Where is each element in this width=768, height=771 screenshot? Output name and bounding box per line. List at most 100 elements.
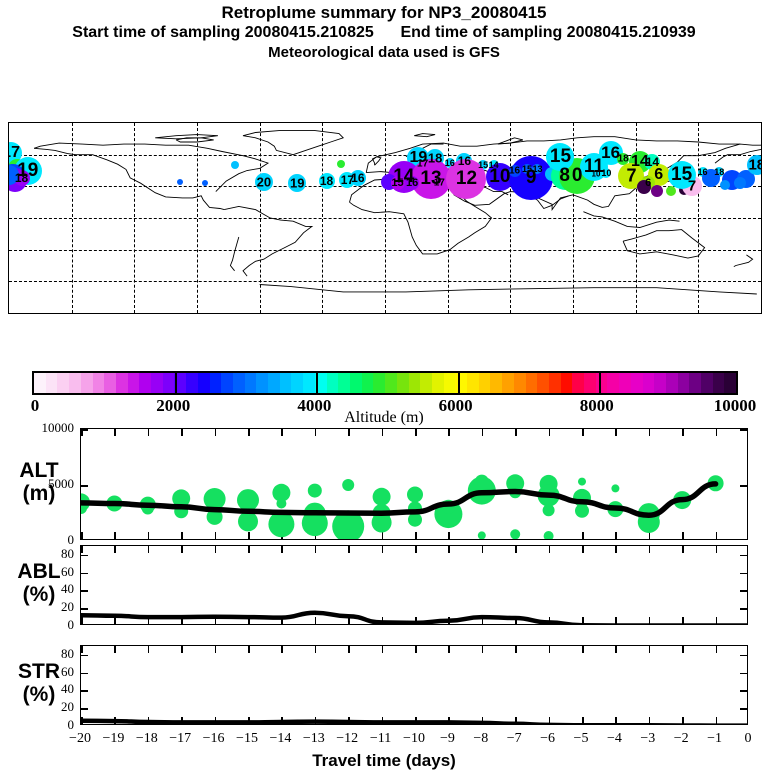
colorbar-segment: [443, 373, 456, 393]
plume-marker-label: 12: [455, 167, 478, 189]
colorbar-segment: [490, 373, 503, 393]
x-tick: [515, 617, 517, 624]
x-tick: [715, 646, 718, 653]
plume-marker: [591, 169, 600, 178]
colorbar-segment: [654, 373, 666, 393]
altitude-scatter-point: [276, 498, 287, 509]
x-tick: [648, 429, 651, 436]
x-tick: [214, 646, 217, 653]
y-tick-label: 0: [67, 617, 75, 632]
x-tick: [682, 546, 684, 553]
x-tick-label: −13: [302, 731, 325, 746]
x-tick: [181, 546, 183, 553]
x-tick: [715, 617, 718, 624]
coastline-path: [33, 142, 270, 192]
altitude-scatter-point: [332, 510, 365, 539]
colorbar-segment: [724, 373, 737, 393]
plume-marker: [720, 180, 731, 191]
x-tick: [582, 617, 584, 624]
x-tick: [248, 646, 250, 653]
graticule-meridian: [573, 123, 574, 313]
colorbar-segment: [607, 373, 620, 393]
altitude-scatter-point: [408, 512, 422, 527]
plume-marker-label: 17: [9, 143, 20, 161]
x-tick: [615, 429, 617, 436]
x-tick: [582, 646, 584, 653]
colorbar-segment: [537, 373, 549, 393]
plume-marker-label: 15: [671, 163, 693, 185]
coastline-path: [259, 284, 757, 295]
x-tick: [615, 717, 617, 724]
plume-marker-label: 6: [645, 177, 652, 190]
x-tick: [481, 546, 484, 553]
x-tick: [114, 429, 116, 436]
x-tick: [81, 646, 83, 653]
altitude-scatter-point: [237, 489, 259, 512]
x-tick: [481, 646, 484, 653]
y-tick: [740, 554, 747, 557]
map-canvas: 1719182019181716191817161615141413121091…: [9, 123, 761, 313]
plume-marker: [433, 177, 446, 190]
panel-alt[interactable]: [80, 428, 748, 540]
colorbar-segment: [92, 373, 105, 393]
plume-marker-label: 9: [525, 166, 537, 188]
plume-marker-label: 16: [444, 158, 455, 169]
sampling-time-line: Start time of sampling 20080415.210825 E…: [72, 24, 696, 41]
plume-marker-label: 10: [601, 167, 612, 178]
panel-label-primary: STR: [18, 660, 60, 683]
panel-label-units: (%): [22, 683, 56, 706]
plume-marker-label: 17: [433, 177, 445, 189]
x-tick: [748, 532, 749, 539]
graticule-meridian: [197, 123, 198, 313]
world-map-panel[interactable]: 1719182019181716191817161615141413121091…: [8, 122, 762, 314]
x-tick: [582, 546, 584, 553]
colorbar-segment: [139, 373, 152, 393]
colorbar-segment: [197, 373, 210, 393]
y-tick: [740, 690, 747, 692]
panel-label-primary: ABL: [17, 560, 61, 583]
x-tick-label: −2: [673, 731, 689, 746]
panel-label-alt: ALT (m): [2, 459, 76, 505]
x-tick-label: −19: [102, 731, 125, 746]
colorbar-segment: [45, 373, 58, 393]
altitude-scatter-point: [301, 510, 328, 537]
colorbar-segment: [314, 373, 327, 393]
plume-marker: [667, 160, 696, 189]
x-tick-label: −20: [69, 731, 91, 746]
y-tick-label: 0: [67, 532, 75, 547]
colorbar-widget[interactable]: [32, 371, 738, 395]
plume-marker-label: 7: [626, 165, 637, 186]
plume-marker: [697, 166, 708, 177]
colorbar-tick: [598, 373, 601, 393]
x-tick: [114, 546, 116, 553]
plume-marker: [390, 176, 405, 191]
plume-marker-label: 18: [14, 170, 29, 185]
y-tick: [81, 690, 88, 692]
plume-marker-label: 19: [17, 159, 39, 181]
x-tick: [682, 717, 684, 724]
x-tick: [548, 546, 551, 553]
colorbar-tick: [175, 373, 178, 393]
x-tick: [648, 617, 651, 624]
x-tick: [381, 546, 384, 553]
x-tick: [715, 717, 718, 724]
panel-abl[interactable]: [80, 545, 748, 625]
plume-marker-label: 11: [583, 156, 604, 178]
x-tick: [515, 717, 517, 724]
x-tick: [548, 646, 551, 653]
x-tick: [415, 532, 417, 539]
x-tick-label: −17: [169, 731, 192, 746]
altitude-scatter-point: [342, 479, 355, 491]
panel-str[interactable]: [80, 645, 748, 725]
page-title: Retroplume summary for NP3_20080415: [221, 3, 547, 22]
colorbar-gradient[interactable]: [32, 371, 738, 395]
x-tick: [381, 429, 384, 436]
x-tick: [81, 429, 83, 436]
x-tick: [415, 429, 417, 436]
panel-label-str: STR (%): [2, 660, 76, 706]
plume-marker-label: 16: [697, 166, 708, 177]
plume-marker: [478, 160, 489, 171]
y-tick: [740, 608, 747, 610]
plume-marker: [532, 164, 543, 175]
plume-marker: [254, 173, 273, 192]
